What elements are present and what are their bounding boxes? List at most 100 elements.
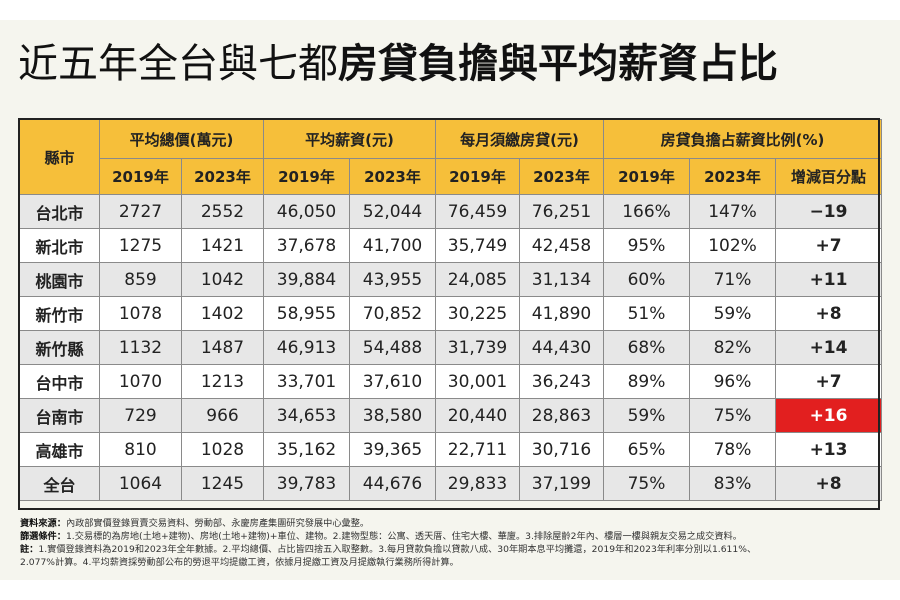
housing-burden-table: 縣市 平均總價(萬元) 平均薪資(元) 每月須繳房貸(元) 房貸負擔占薪資比例(… xyxy=(19,119,883,501)
remark-text-1: 1.實價登錄資料為2019和2023年全年數據。2.平均總價、占比皆四捨五入取整… xyxy=(38,544,757,555)
salary-2019-cell: 33,701 xyxy=(263,364,350,399)
ratio-2019-cell: 95% xyxy=(603,228,690,263)
city-cell: 台北市 xyxy=(19,194,100,229)
salary-2023-cell: 38,580 xyxy=(349,398,436,433)
price-2023-cell: 1213 xyxy=(181,364,264,399)
city-cell: 新北市 xyxy=(19,228,100,263)
mortgage-2019-cell: 76,459 xyxy=(435,194,520,229)
source-note: 資料來源：內政部實價登錄買賣交易資料、勞動部、永慶房產集團研究發展中心彙整。 xyxy=(20,517,888,530)
header-row-groups: 縣市 平均總價(萬元) 平均薪資(元) 每月須繳房貸(元) 房貸負擔占薪資比例(… xyxy=(19,119,883,195)
change-cell: −19 xyxy=(774,194,883,229)
ratio-2023-cell: 78% xyxy=(689,432,776,467)
col-header-year: 2019年 xyxy=(99,158,182,195)
table-row: 台中市 1070 1213 33,701 37,610 30,001 36,24… xyxy=(19,364,883,399)
ratio-2023-cell: 82% xyxy=(689,330,776,365)
mortgage-2023-cell: 76,251 xyxy=(519,194,604,229)
col-header-year: 2023年 xyxy=(181,158,264,195)
table-row: 新竹縣 1132 1487 46,913 54,488 31,739 44,43… xyxy=(19,330,883,365)
source-text: 內政部實價登錄買賣交易資料、勞動部、永慶房產集團研究發展中心彙整。 xyxy=(65,518,370,529)
filter-text: 1.交易標的為房地(土地+建物)、房地(土地+建物)+車位、建物。2.建物型態：… xyxy=(65,531,742,542)
salary-2023-cell: 41,700 xyxy=(349,228,436,263)
mortgage-2019-cell: 30,225 xyxy=(435,296,520,331)
city-cell: 全台 xyxy=(19,466,100,501)
ratio-2023-cell: 83% xyxy=(689,466,776,501)
price-2023-cell: 1402 xyxy=(181,296,264,331)
change-cell: +11 xyxy=(774,262,883,297)
price-2019-cell: 1064 xyxy=(99,466,182,501)
mortgage-2023-cell: 44,430 xyxy=(519,330,604,365)
city-cell: 台南市 xyxy=(19,398,100,433)
mortgage-2019-cell: 31,739 xyxy=(435,330,520,365)
mortgage-2019-cell: 20,440 xyxy=(435,398,520,433)
filter-label: 篩選條件： xyxy=(20,531,66,542)
change-cell: +7 xyxy=(774,364,883,399)
table-row: 桃園市 859 1042 39,884 43,955 24,085 31,134… xyxy=(19,262,883,297)
change-cell-highlight: +16 xyxy=(774,398,883,433)
salary-2023-cell: 44,676 xyxy=(349,466,436,501)
ratio-2019-cell: 166% xyxy=(603,194,690,229)
col-header-year: 2023年 xyxy=(519,158,604,195)
price-2023-cell: 1421 xyxy=(181,228,264,263)
source-label: 資料來源： xyxy=(20,518,66,529)
price-2023-cell: 966 xyxy=(181,398,264,433)
col-header-year: 2023年 xyxy=(689,158,776,195)
ratio-2023-cell: 59% xyxy=(689,296,776,331)
change-cell: +14 xyxy=(774,330,883,365)
ratio-2019-cell: 60% xyxy=(603,262,690,297)
ratio-2023-cell: 147% xyxy=(689,194,776,229)
ratio-2019-cell: 65% xyxy=(603,432,690,467)
mortgage-2023-cell: 36,243 xyxy=(519,364,604,399)
price-2019-cell: 2727 xyxy=(99,194,182,229)
salary-2023-cell: 52,044 xyxy=(349,194,436,229)
mortgage-2023-cell: 37,199 xyxy=(519,466,604,501)
salary-2023-cell: 54,488 xyxy=(349,330,436,365)
page-title: 近五年全台與七都房貸負擔與平均薪資占比 xyxy=(18,34,888,94)
salary-2023-cell: 39,365 xyxy=(349,432,436,467)
mortgage-2019-cell: 30,001 xyxy=(435,364,520,399)
col-header-year: 2019年 xyxy=(435,158,520,195)
price-2023-cell: 1042 xyxy=(181,262,264,297)
footnotes: 資料來源：內政部實價登錄買賣交易資料、勞動部、永慶房產集團研究發展中心彙整。 篩… xyxy=(20,517,888,569)
col-group-avg-salary: 平均薪資(元) xyxy=(263,119,436,159)
salary-2023-cell: 43,955 xyxy=(349,262,436,297)
mortgage-2019-cell: 22,711 xyxy=(435,432,520,467)
price-2019-cell: 1078 xyxy=(99,296,182,331)
change-cell: +13 xyxy=(774,432,883,467)
salary-2019-cell: 35,162 xyxy=(263,432,350,467)
price-2023-cell: 1245 xyxy=(181,466,264,501)
mortgage-2023-cell: 41,890 xyxy=(519,296,604,331)
table-row: 新竹市 1078 1402 58,955 70,852 30,225 41,89… xyxy=(19,296,883,331)
remark-label: 註： xyxy=(20,544,39,555)
remark-note-cont: 2.077%計算。4.平均薪資採勞動部公布的勞退平均提繳工資，依據月提繳工資及月… xyxy=(20,556,888,569)
price-2019-cell: 1275 xyxy=(99,228,182,263)
price-2019-cell: 810 xyxy=(99,432,182,467)
ratio-2019-cell: 89% xyxy=(603,364,690,399)
table-row: 全台 1064 1245 39,783 44,676 29,833 37,199… xyxy=(19,466,883,501)
ratio-2023-cell: 75% xyxy=(689,398,776,433)
title-regular: 近五年全台與七都 xyxy=(18,41,338,87)
remark-text-2: 2.077%計算。4.平均薪資採勞動部公布的勞退平均提繳工資，依據月提繳工資及月… xyxy=(20,557,459,568)
mortgage-2023-cell: 30,716 xyxy=(519,432,604,467)
table-row: 高雄市 810 1028 35,162 39,365 22,711 30,716… xyxy=(19,432,883,467)
price-2023-cell: 2552 xyxy=(181,194,264,229)
salary-2023-cell: 70,852 xyxy=(349,296,436,331)
salary-2019-cell: 39,783 xyxy=(263,466,350,501)
change-cell: +8 xyxy=(774,466,883,501)
salary-2019-cell: 37,678 xyxy=(263,228,350,263)
mortgage-2023-cell: 28,863 xyxy=(519,398,604,433)
salary-2019-cell: 39,884 xyxy=(263,262,350,297)
price-2019-cell: 1132 xyxy=(99,330,182,365)
salary-2019-cell: 46,050 xyxy=(263,194,350,229)
title-bold: 房貸負擔與平均薪資占比 xyxy=(338,41,778,87)
price-2019-cell: 1070 xyxy=(99,364,182,399)
ratio-2023-cell: 96% xyxy=(689,364,776,399)
mortgage-2023-cell: 31,134 xyxy=(519,262,604,297)
salary-2023-cell: 37,610 xyxy=(349,364,436,399)
mortgage-2023-cell: 42,458 xyxy=(519,228,604,263)
header-row-years: 2019年 2023年 2019年 2023年 2019年 2023年 2019… xyxy=(20,158,883,195)
change-cell: +7 xyxy=(774,228,883,263)
col-group-avg-price: 平均總價(萬元) xyxy=(99,119,264,159)
ratio-2019-cell: 68% xyxy=(603,330,690,365)
ratio-2023-cell: 102% xyxy=(689,228,776,263)
ratio-2019-cell: 51% xyxy=(603,296,690,331)
